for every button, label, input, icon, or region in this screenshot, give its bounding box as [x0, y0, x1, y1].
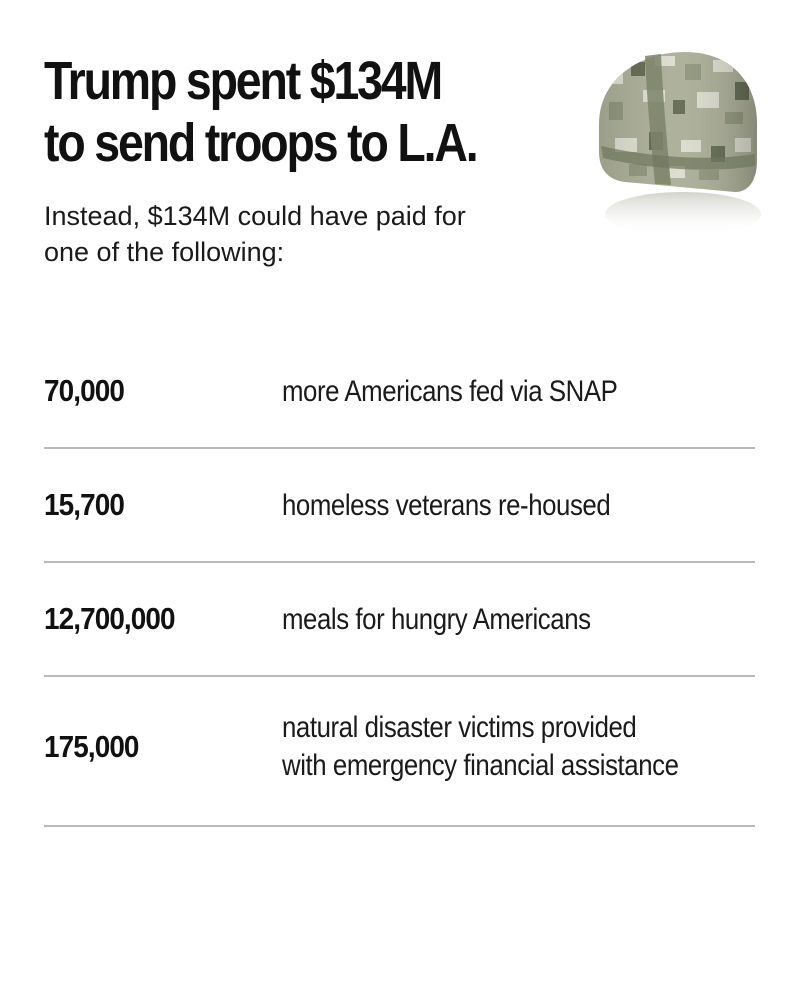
military-helmet-icon [599, 52, 761, 236]
item-description-line: natural disaster victims provided [282, 711, 637, 744]
helmet-strap [645, 54, 671, 185]
item-description: more Americans fed via SNAP [282, 373, 618, 411]
item-number: 70,000 [44, 373, 125, 408]
subtitle-line-1: Instead, $134M could have paid for [44, 201, 466, 231]
list-item: 70,000 more Americans fed via SNAP [44, 335, 755, 449]
comparison-list: 70,000 more Americans fed via SNAP 15,70… [44, 335, 755, 827]
helmet-shell [599, 52, 757, 192]
item-description-line: homeless veterans re-housed [282, 489, 611, 522]
item-number: 15,700 [44, 487, 125, 522]
list-item: 175,000 natural disaster victims provide… [44, 677, 755, 827]
headline-line-1: Trump spent $134M [44, 51, 443, 111]
list-item: 12,700,000 meals for hungry Americans [44, 563, 755, 677]
item-description: meals for hungry Americans [282, 601, 591, 639]
item-description: natural disaster victims provided with e… [282, 709, 679, 785]
item-number: 175,000 [44, 729, 139, 764]
item-description-line: more Americans fed via SNAP [282, 375, 618, 408]
item-description-line: meals for hungry Americans [282, 603, 591, 636]
headline: Trump spent $134M to send troops to L.A. [44, 50, 508, 174]
subtitle-line-2: one of the following: [44, 237, 285, 267]
list-item: 15,700 homeless veterans re-housed [44, 449, 755, 563]
item-number: 12,700,000 [44, 601, 176, 636]
helmet-band [601, 146, 755, 170]
item-description-line: with emergency financial assistance [282, 749, 679, 782]
headline-line-2: to send troops to L.A. [44, 113, 479, 173]
helmet-reflection [605, 192, 761, 236]
subtitle: Instead, $134M could have paid for one o… [44, 198, 584, 270]
item-description: homeless veterans re-housed [282, 487, 611, 525]
